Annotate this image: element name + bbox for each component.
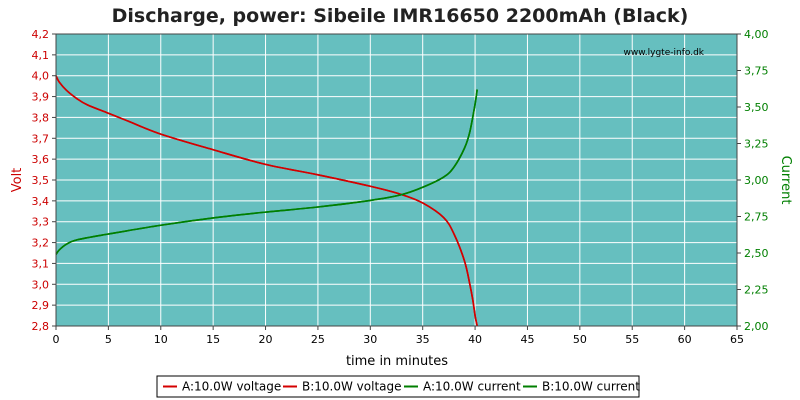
x-axis-label: time in minutes [346, 354, 448, 369]
y-right-tick-label: 2,00 [744, 320, 769, 333]
y-left-tick-label: 4,0 [32, 70, 50, 83]
y-left-tick-label: 3,3 [32, 216, 50, 229]
legend-box [156, 375, 640, 398]
x-tick-label: 10 [154, 333, 168, 346]
y-left-tick-label: 4,1 [32, 49, 50, 62]
x-tick-label: 30 [363, 333, 377, 346]
y-right-tick-label: 2,75 [744, 211, 769, 224]
x-tick-label: 50 [573, 333, 587, 346]
x-tick-label: 40 [468, 333, 482, 346]
y-left-tick-label: 4,2 [32, 28, 50, 41]
legend-entry: B:10.0W current [542, 380, 640, 394]
grid-lines [56, 34, 737, 326]
legend-entry: B:10.0W voltage [302, 380, 402, 394]
y-left-tick-label: 3,7 [32, 132, 50, 145]
y-left-tick-label: 2,9 [32, 299, 50, 312]
y-axis-left: 2,8 2,9 3,0 3,1 3,2 3,3 3,4 3,5 3,6 3,7 3,8 3,9 4,0 4… [32, 28, 56, 333]
y-left-tick-label: 3,2 [32, 237, 50, 250]
watermark: www.lygte-info.dk [624, 48, 705, 58]
y-right-tick-label: 2,25 [744, 284, 769, 297]
y-right-tick-label: 4,00 [744, 28, 769, 41]
y-left-tick-label: 2,8 [32, 320, 50, 333]
y-left-tick-label: 3,4 [32, 195, 50, 208]
x-tick-label: 55 [625, 333, 639, 346]
x-tick-label: 35 [416, 333, 430, 346]
x-tick-label: 15 [206, 333, 220, 346]
x-tick-label: 60 [678, 333, 692, 346]
y-axis-right-label: Current [778, 156, 793, 205]
y-axis-left-label: Volt [10, 168, 25, 193]
series-layer [55, 75, 478, 327]
x-tick-label: 0 [53, 333, 60, 346]
y-left-tick-label: 3,8 [32, 111, 50, 124]
y-axis-right: 2,00 2,25 2,50 2,75 3,00 3,25 3,50 3,75 4,00 [737, 28, 769, 333]
y-left-tick-label: 3,9 [32, 91, 50, 104]
y-right-tick-label: 3,50 [744, 101, 769, 114]
y-right-tick-label: 3,25 [744, 138, 769, 151]
y-right-tick-label: 3,00 [744, 174, 769, 187]
chart-title: Discharge, power: Sibeile IMR16650 2200m… [112, 5, 689, 27]
y-left-tick-label: 3,0 [32, 278, 50, 291]
x-tick-label: 25 [311, 333, 325, 346]
series-line-b-10-0w-voltage [55, 75, 478, 327]
x-tick-label: 5 [105, 333, 112, 346]
x-axis: 0 5 10 15 20 25 30 35 40 45 50 55 60 65 [53, 326, 744, 346]
y-right-tick-label: 3,75 [744, 65, 769, 78]
x-tick-label: 65 [730, 333, 744, 346]
series-line-b-10-0w-current [55, 89, 478, 255]
y-left-tick-label: 3,6 [32, 153, 50, 166]
y-left-tick-label: 3,1 [32, 257, 50, 270]
x-tick-label: 45 [520, 333, 534, 346]
y-left-tick-label: 3,5 [32, 174, 50, 187]
y-right-tick-label: 2,50 [744, 247, 769, 260]
legend-entry: A:10.0W current [423, 380, 521, 394]
x-tick-label: 20 [259, 333, 273, 346]
legend: A:10.0W voltage B:10.0W voltage A:10.0W cu… [156, 375, 640, 398]
legend-entry: A:10.0W voltage [182, 380, 281, 394]
